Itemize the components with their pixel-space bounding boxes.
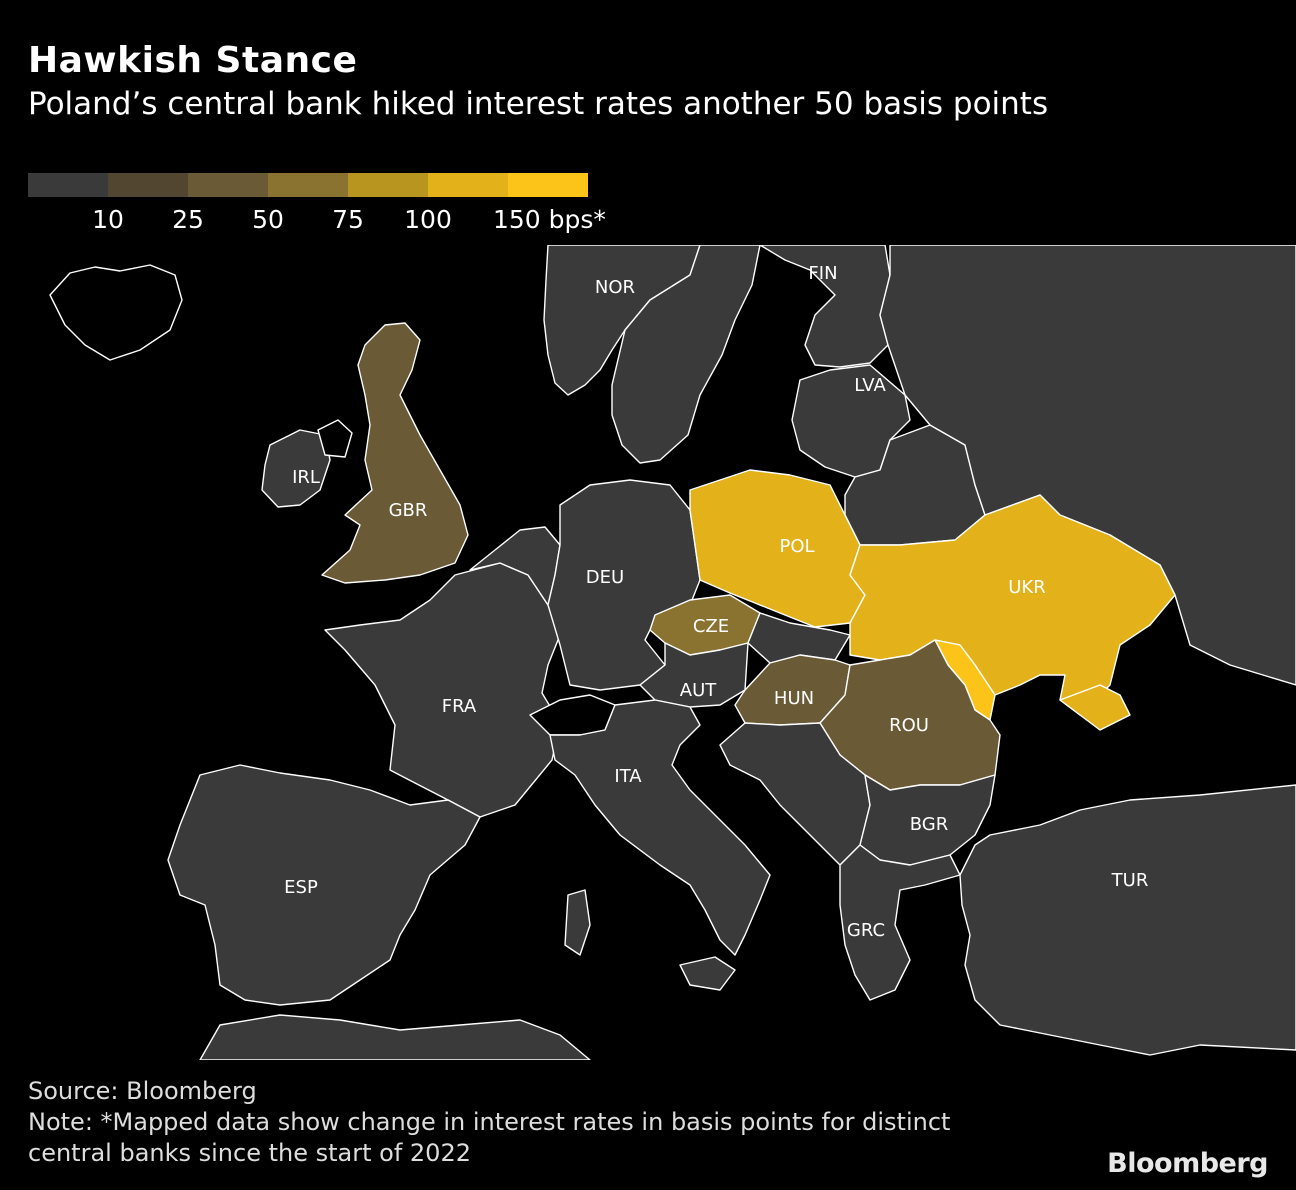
legend-swatch: [508, 173, 588, 197]
label-lva: LVA: [854, 375, 886, 396]
legend-label: 75: [332, 205, 364, 234]
legend-label: 25: [172, 205, 204, 234]
chart-title: Hawkish Stance: [28, 40, 358, 81]
legend-labels: 10 25 50 75 100 150 bps*: [28, 197, 668, 234]
bloomberg-logo: Bloomberg: [1107, 1148, 1268, 1179]
country-tur: [959, 784, 1296, 1056]
label-ukr: UKR: [1008, 577, 1046, 598]
label-cze: CZE: [693, 616, 729, 637]
legend-swatch: [108, 173, 188, 197]
label-gbr: GBR: [389, 500, 428, 521]
country-nafrica: [199, 1014, 591, 1060]
label-nor: NOR: [595, 277, 635, 298]
country-nir: [317, 419, 353, 458]
label-deu: DEU: [586, 567, 624, 588]
label-aut: AUT: [680, 680, 717, 701]
legend-label: 50: [252, 205, 284, 234]
label-ita: ITA: [614, 766, 642, 787]
country-swe: [611, 245, 761, 464]
label-hun: HUN: [774, 688, 814, 709]
country-gbr: [321, 322, 469, 584]
legend-swatch: [428, 173, 508, 197]
source-note: Source: Bloomberg: [28, 1077, 257, 1105]
country-sardinia: [564, 889, 591, 956]
legend-bar: [28, 173, 668, 197]
footnote-line-2: central banks since the start of 2022: [28, 1139, 471, 1167]
legend-swatch: [188, 173, 268, 197]
legend-swatch: [268, 173, 348, 197]
label-irl: IRL: [292, 467, 320, 488]
country-grc: [839, 844, 961, 1001]
country-fra: [324, 562, 561, 818]
label-esp: ESP: [284, 877, 318, 898]
country-sicily: [679, 956, 736, 991]
country-deu: [547, 479, 701, 691]
label-fin: FIN: [808, 263, 837, 284]
europe-map: NOR FIN LVA IRL GBR DEU POL UKR CZE AUT …: [49, 245, 1296, 1060]
color-legend: 10 25 50 75 100 150 bps*: [28, 173, 668, 234]
label-fra: FRA: [442, 696, 477, 717]
legend-label: 100: [404, 205, 452, 234]
country-irl: [261, 429, 331, 508]
chart-subtitle: Poland’s central bank hiked interest rat…: [28, 86, 1049, 122]
label-tur: TUR: [1111, 870, 1149, 891]
label-grc: GRC: [847, 920, 885, 941]
country-isl: [49, 264, 183, 361]
country-ukr: [849, 494, 1176, 716]
legend-swatch: [348, 173, 428, 197]
footer: Source: Bloomberg Note: *Mapped data sho…: [28, 1076, 950, 1169]
legend-label: 10: [92, 205, 124, 234]
country-crimea: [1059, 684, 1131, 731]
country-ita: [549, 699, 771, 956]
label-bgr: BGR: [910, 814, 949, 835]
country-esp: [167, 764, 481, 1006]
label-pol: POL: [779, 536, 814, 557]
label-rou: ROU: [889, 715, 929, 736]
footnote-line-1: Note: *Mapped data show change in intere…: [28, 1108, 951, 1136]
legend-label: 150 bps*: [493, 205, 606, 234]
legend-swatch: [28, 173, 108, 197]
